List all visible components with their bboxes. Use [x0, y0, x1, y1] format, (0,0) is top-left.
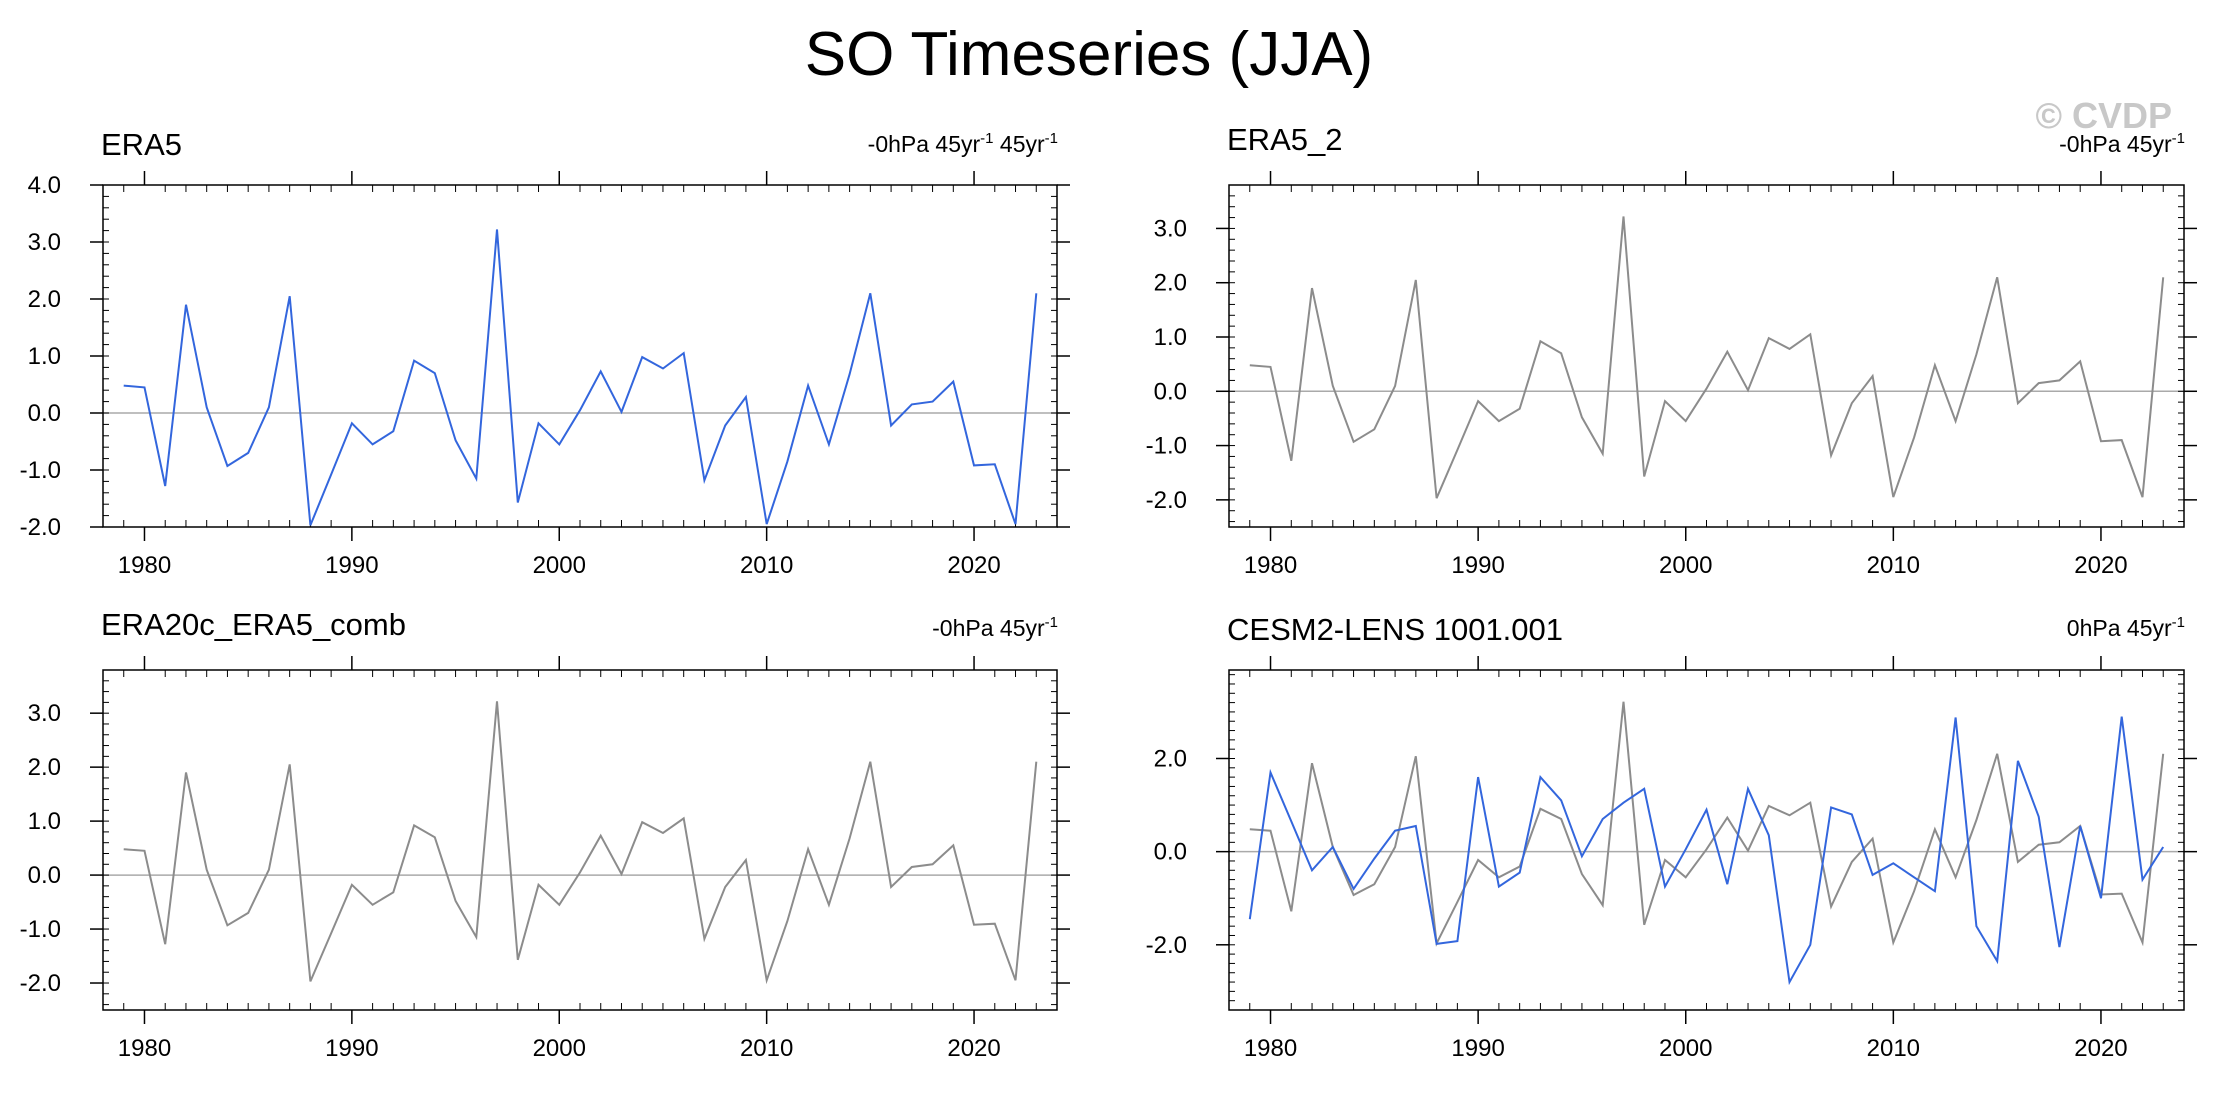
x-tick-label: 2000 — [533, 552, 586, 579]
x-tick-label: 1990 — [1451, 1035, 1504, 1062]
y-tick-label: 0.0 — [1154, 378, 1187, 405]
series-line — [123, 701, 1038, 985]
y-tick-label: 0.0 — [28, 862, 61, 889]
y-tick-label: -2.0 — [1146, 932, 1187, 959]
y-tick-label: -2.0 — [20, 970, 61, 997]
panel-era5-2: ERA5_2 -0hPa 45yr-1 1980 1990 2000 2010 2020… — [1146, 122, 2197, 579]
x-tick-label: 2000 — [1659, 552, 1712, 579]
x-tick-label: 1980 — [118, 1035, 171, 1062]
x-tick-label: 2010 — [740, 552, 793, 579]
y-tick-label: 1.0 — [28, 343, 61, 370]
x-tick-label: 2010 — [1867, 552, 1920, 579]
x-tick-label: 2000 — [533, 1035, 586, 1062]
plot-area: 1980 1990 2000 2010 2020 -2.0 -1.0 0.0 1.0 2.0 3.0 — [20, 656, 1070, 1062]
x-tick-label: 1990 — [325, 1035, 378, 1062]
panel-info: -0hPa 45yr-1 — [932, 614, 1058, 641]
x-tick-label: 2020 — [947, 552, 1000, 579]
plot-frame — [1228, 184, 2185, 528]
panel-title: ERA5 — [101, 127, 182, 162]
x-tick-label: 2020 — [2074, 552, 2127, 579]
plot-frame — [1228, 669, 2185, 1011]
x-tick-label: 1990 — [325, 552, 378, 579]
y-tick-label: 3.0 — [1154, 215, 1187, 242]
x-tick-label: 1980 — [118, 552, 171, 579]
panel-info: -0hPa 45yr-1 — [2059, 130, 2185, 157]
panel-era5: ERA5 -0hPa 45yr-1 45yr-1 1980 1990 2000 201… — [20, 127, 1070, 579]
watermark: © CVDP — [2035, 95, 2172, 136]
series-line — [1249, 701, 2165, 947]
plot-area: 1980 1990 2000 2010 2020 -2.0 -1.0 0.0 1.0 2.0 3.0… — [20, 171, 1070, 579]
panel-title: ERA20c_ERA5_comb — [101, 607, 406, 642]
x-tick-label: 1990 — [1451, 552, 1504, 579]
y-tick-label: 1.0 — [1154, 324, 1187, 351]
series-line — [123, 229, 1038, 526]
y-tick-label: 4.0 — [28, 172, 61, 199]
y-tick-label: 2.0 — [28, 754, 61, 781]
x-tick-label: 2010 — [740, 1035, 793, 1062]
x-tick-label: 2010 — [1867, 1035, 1920, 1062]
panel-info: 0hPa 45yr-1 — [2067, 614, 2185, 641]
figure-title: SO Timeseries (JJA) — [805, 20, 1373, 89]
plot-frame — [102, 669, 1058, 1011]
y-tick-label: 3.0 — [28, 229, 61, 256]
panel-cesm2-lens: CESM2-LENS 1001.001 0hPa 45yr-1 1980 1990… — [1146, 612, 2197, 1062]
y-tick-label: 2.0 — [28, 286, 61, 313]
plot-area: 1980 1990 2000 2010 2020 -2.0 0.0 2.0 — [1146, 656, 2197, 1062]
y-tick-label: -2.0 — [20, 514, 61, 541]
panel-era20c-era5-comb: ERA20c_ERA5_comb -0hPa 45yr-1 1980 1990 20… — [20, 607, 1070, 1062]
x-tick-label: 1980 — [1244, 1035, 1297, 1062]
y-tick-label: 2.0 — [1154, 745, 1187, 772]
x-tick-label: 1980 — [1244, 552, 1297, 579]
y-tick-label: -1.0 — [1146, 433, 1187, 460]
panel-info: -0hPa 45yr-1 45yr-1 — [868, 130, 1058, 157]
y-tick-label: 0.0 — [1154, 839, 1187, 866]
y-tick-label: 1.0 — [28, 808, 61, 835]
panel-title: CESM2-LENS 1001.001 — [1227, 612, 1563, 647]
series-line — [1248, 716, 2165, 986]
series-line — [1249, 216, 2165, 499]
y-tick-label: 2.0 — [1154, 270, 1187, 297]
plot-area: 1980 1990 2000 2010 2020 -2.0 -1.0 0.0 1.0 2.0 3.0 — [1146, 171, 2197, 579]
y-tick-label: 3.0 — [28, 700, 61, 727]
x-tick-label: 2020 — [947, 1035, 1000, 1062]
y-tick-label: -1.0 — [20, 457, 61, 484]
plot-frame — [102, 184, 1058, 528]
x-tick-label: 2020 — [2074, 1035, 2127, 1062]
y-tick-label: -2.0 — [1146, 487, 1187, 514]
panel-title: ERA5_2 — [1227, 122, 1342, 157]
y-tick-label: -1.0 — [20, 916, 61, 943]
y-tick-label: 0.0 — [28, 400, 61, 427]
x-tick-label: 2000 — [1659, 1035, 1712, 1062]
